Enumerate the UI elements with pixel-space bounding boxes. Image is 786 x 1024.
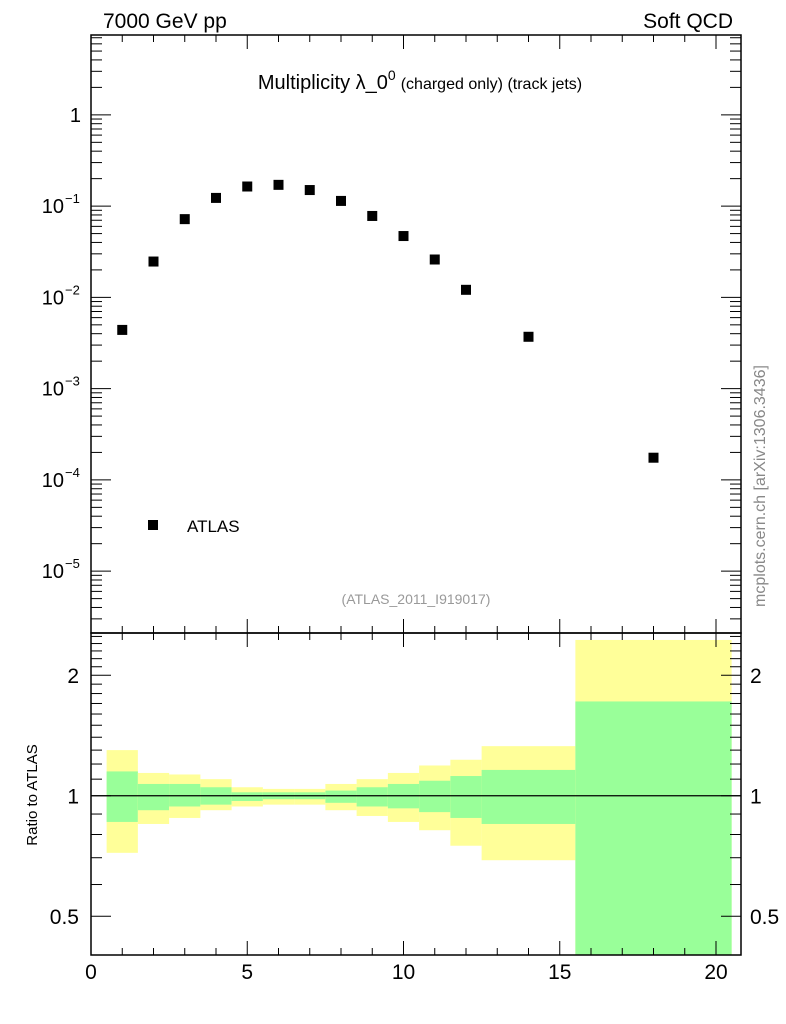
y-tick-label-exponent: −1	[65, 191, 80, 206]
stat-uncertainty-band	[325, 790, 357, 803]
data-point	[398, 231, 409, 242]
data-point	[211, 192, 221, 203]
y-tick-label-exponent: −5	[65, 556, 80, 571]
stat-uncertainty-band	[137, 783, 170, 811]
data-point	[117, 324, 128, 335]
legend-marker-atlas	[148, 520, 158, 530]
data-point	[242, 181, 253, 192]
data-point	[179, 214, 190, 225]
y-tick-label-exponent: −3	[65, 374, 80, 389]
ratio-y-tick-label-right: 1	[750, 786, 762, 809]
stat-uncertainty-band	[106, 771, 138, 822]
stat-uncertainty-band	[450, 776, 482, 818]
ratio-y-tick-label: 0.5	[50, 906, 79, 929]
y-tick-label: 1	[70, 105, 81, 127]
x-tick-label: 15	[548, 961, 571, 984]
ratio-y-tick-label: 2	[67, 665, 79, 688]
data-point	[461, 284, 471, 295]
data-point	[148, 256, 159, 267]
data-point	[273, 179, 284, 190]
y-tick-label-base: 10	[42, 561, 64, 583]
stat-uncertainty-band	[419, 780, 451, 813]
ratio-y-tick-label-right: 0.5	[750, 906, 779, 929]
data-point	[429, 254, 440, 265]
x-tick-label: 0	[85, 961, 97, 984]
axis-ticks	[90, 35, 741, 956]
data-point	[367, 210, 378, 221]
data-point	[523, 331, 534, 342]
data-points	[117, 179, 659, 463]
title-main: Multiplicity λ_0	[258, 72, 388, 94]
side-label: mcplots.cern.ch [arXiv:1306.3436]	[752, 365, 769, 607]
tick-labels: 110 −110 −210 −310 −410 −52 21 10.5 0.50 5 10 15 20	[42, 105, 779, 984]
x-tick-label: 5	[241, 961, 253, 984]
y-tick-label-base: 10	[42, 470, 64, 492]
stat-uncertainty-band	[575, 701, 732, 955]
legend-label-atlas: ATLAS	[187, 517, 240, 536]
title-suffix: (charged only) (track jets)	[401, 76, 582, 93]
ratio-bands	[91, 639, 741, 955]
analysis-id: (ATLAS_2011_I919017)	[342, 591, 491, 607]
data-point	[336, 195, 346, 206]
header-left: 7000 GeV pp	[103, 10, 227, 33]
y-tick-label-exponent: −4	[65, 465, 80, 480]
ratio-y-tick-label-right: 2	[750, 665, 762, 688]
x-tick-label: 20	[704, 961, 727, 984]
header-right: Soft QCD	[643, 10, 733, 33]
main-plot-frame	[90, 34, 742, 634]
data-point	[304, 185, 315, 196]
ratio-y-tick-label: 1	[67, 786, 79, 809]
title-sup: 0	[388, 67, 396, 83]
data-point	[648, 452, 659, 463]
ratio-plot-frame	[90, 632, 742, 956]
ratio-ylabel: Ratio to ATLAS	[24, 744, 41, 845]
y-tick-label-base: 10	[42, 379, 64, 401]
stat-uncertainty-band	[231, 792, 263, 802]
y-tick-label-base: 10	[42, 287, 64, 309]
stat-uncertainty-band	[481, 769, 576, 824]
y-tick-label-base: 10	[42, 196, 64, 218]
y-tick-label-exponent: −2	[65, 282, 80, 297]
chart-title: Multiplicity λ_00 (charged only) (track j…	[258, 67, 582, 94]
stat-uncertainty-band	[356, 787, 388, 807]
x-tick-label: 10	[392, 961, 415, 984]
